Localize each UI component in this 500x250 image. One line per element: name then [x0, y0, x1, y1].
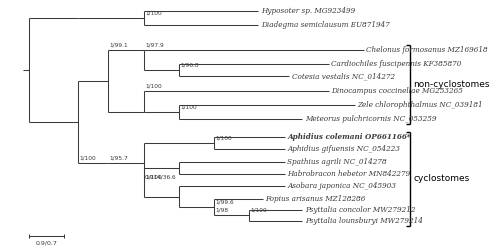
Text: Aphidius gifuensis NC_054223: Aphidius gifuensis NC_054223: [287, 145, 400, 153]
Text: 1/100: 1/100: [145, 84, 162, 89]
Text: Dinocampus coccinellae MG253265: Dinocampus coccinellae MG253265: [331, 87, 463, 95]
Text: 1/99.1: 1/99.1: [110, 42, 128, 47]
Text: 1/100: 1/100: [79, 155, 96, 160]
Text: 1/100: 1/100: [145, 10, 162, 16]
Text: Chelonus formosanus MZ169618: Chelonus formosanus MZ169618: [366, 46, 488, 54]
Text: Zele chlorophthalmus NC_039181: Zele chlorophthalmus NC_039181: [358, 101, 483, 109]
Text: 1/100: 1/100: [216, 136, 232, 140]
Text: Psyttalia lounsburyi MW279214: Psyttalia lounsburyi MW279214: [305, 217, 422, 225]
Text: Aphidius colemani OP661166*: Aphidius colemani OP661166*: [287, 133, 411, 141]
Text: 1/99.6: 1/99.6: [216, 200, 234, 204]
Text: Diadegma semiclausum EU871947: Diadegma semiclausum EU871947: [261, 21, 390, 29]
Text: 1/95.7: 1/95.7: [110, 155, 128, 160]
Text: Cardiochiles fuscipennis KF385870: Cardiochiles fuscipennis KF385870: [331, 60, 462, 68]
Text: Meteorus pulchricornis NC_053259: Meteorus pulchricornis NC_053259: [305, 115, 436, 123]
Text: Spathius agrili NC_014278: Spathius agrili NC_014278: [287, 158, 387, 166]
Text: 1/98: 1/98: [216, 208, 228, 213]
Text: Asobara japonica NC_045903: Asobara japonica NC_045903: [287, 182, 396, 190]
Text: non-cyclostomes: non-cyclostomes: [413, 80, 490, 89]
Text: 0.9/0.7: 0.9/0.7: [36, 241, 58, 246]
Text: Habrobracon hebetor MN842279: Habrobracon hebetor MN842279: [287, 170, 410, 178]
Text: 1/100: 1/100: [145, 175, 162, 180]
Text: 0.914/36.6: 0.914/36.6: [145, 175, 176, 180]
Text: cyclostomes: cyclostomes: [413, 174, 470, 183]
Text: 1/100: 1/100: [250, 208, 268, 213]
Text: Fopius arisanus MZ128286: Fopius arisanus MZ128286: [265, 195, 366, 203]
Text: 1/97.9: 1/97.9: [145, 42, 164, 47]
Text: Cotesia vestalis NC_014272: Cotesia vestalis NC_014272: [292, 72, 395, 80]
Text: Hyposoter sp. MG923499: Hyposoter sp. MG923499: [261, 7, 355, 15]
Text: 1/100: 1/100: [180, 104, 197, 109]
Text: Psyttalia concolor MW279212: Psyttalia concolor MW279212: [305, 206, 416, 214]
Text: 1/96.8: 1/96.8: [180, 62, 199, 67]
